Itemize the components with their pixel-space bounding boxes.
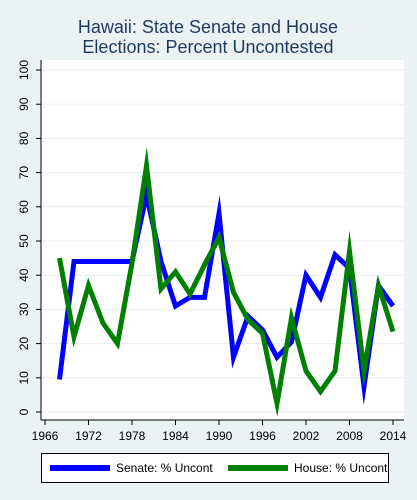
series-lines (57, 146, 396, 417)
x-tick-label-1984: 1984 (162, 429, 189, 443)
x-tick-label-2002: 2002 (293, 429, 320, 443)
chart-title-line-1: Hawaii: State Senate and House (78, 17, 338, 37)
legend: Senate: % Uncont House: % Uncont (41, 453, 389, 483)
x-tick-label-2008: 2008 (336, 429, 363, 443)
x-tick-label-2014: 2014 (380, 429, 407, 443)
chart-title-line-2: Elections: Percent Uncontested (82, 37, 333, 57)
y-tick-label-70: 70 (17, 166, 31, 180)
y-tick-label-20: 20 (17, 337, 31, 351)
legend-item-house: House: % Uncont (228, 454, 387, 482)
legend-item-senate: Senate: % Uncont (50, 454, 213, 482)
y-tick-label-90: 90 (17, 97, 31, 111)
grid-lines (41, 69, 404, 413)
y-tick-label-40: 40 (17, 268, 31, 282)
y-tick-label-60: 60 (17, 200, 31, 214)
legend-label-senate: Senate: % Uncont (116, 461, 213, 475)
x-tick-label-1978: 1978 (119, 429, 146, 443)
y-tick-label-80: 80 (17, 131, 31, 145)
x-tick-label-1966: 1966 (32, 429, 59, 443)
y-tick-label-30: 30 (17, 302, 31, 316)
series-line-0 (57, 183, 396, 406)
y-tick-label-50: 50 (17, 234, 31, 248)
y-tick-label-0: 0 (17, 408, 31, 415)
x-tick-label-1972: 1972 (75, 429, 102, 443)
x-tick-label-1990: 1990 (206, 429, 233, 443)
legend-swatch-house (228, 465, 288, 471)
y-tick-label-10: 10 (17, 371, 31, 385)
y-tick-label-100: 100 (17, 60, 31, 80)
x-tick-label-1996: 1996 (249, 429, 276, 443)
legend-label-house: House: % Uncont (294, 461, 388, 475)
chart-svg: Hawaii: State Senate and House Elections… (17, 17, 406, 443)
series-line-1 (57, 146, 396, 417)
legend-swatch-senate (50, 465, 110, 471)
axes: 0 10 20 30 40 50 60 70 80 90 100 1966 1972 1978 1984 19… (17, 60, 406, 443)
